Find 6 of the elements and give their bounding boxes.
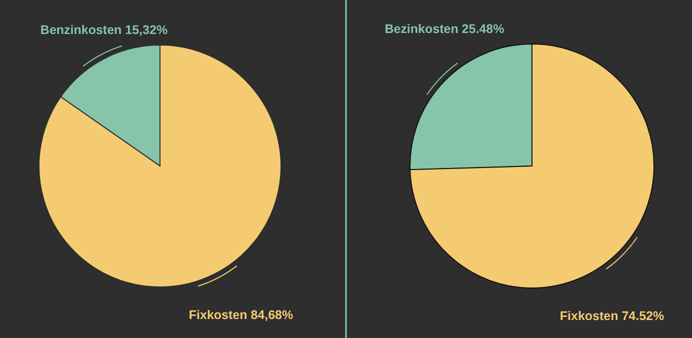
pie-slice — [410, 44, 654, 288]
slice-label: Fixkosten 74.52% — [560, 309, 664, 323]
slice-label: Bezinkosten 25.48% — [384, 22, 504, 36]
pie-slice — [38, 44, 282, 288]
slice-label: Fixkosten 84,68% — [188, 308, 294, 322]
slice-label: Benzinkosten 15,32% — [40, 23, 168, 37]
